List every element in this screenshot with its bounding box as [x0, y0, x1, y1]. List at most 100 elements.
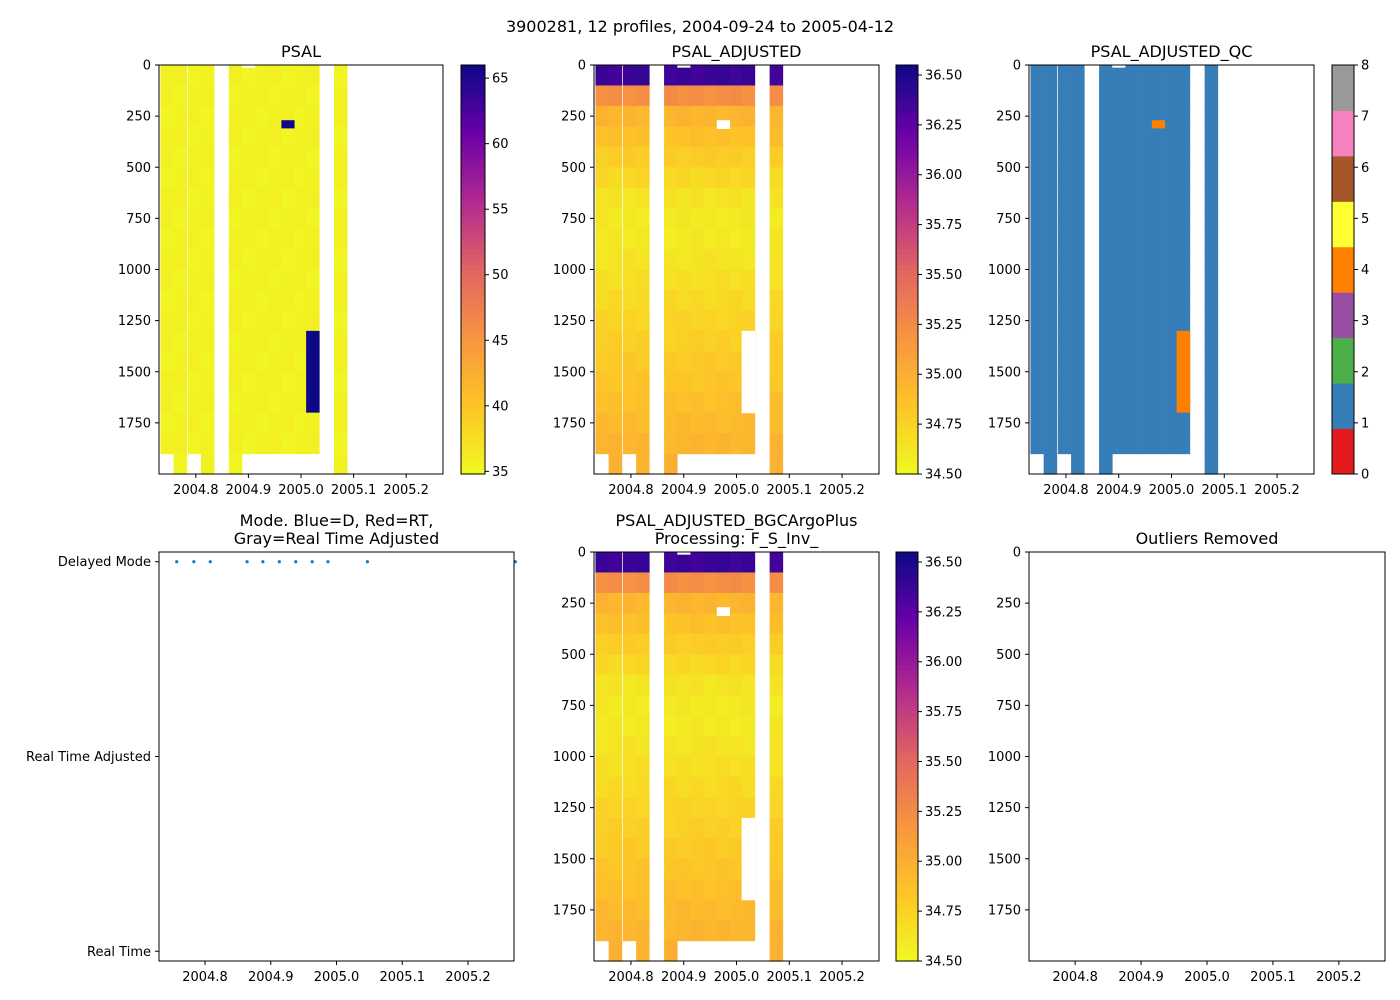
colorbar-segment: [461, 402, 485, 409]
colorbar-segment: [896, 756, 918, 763]
heatmap-cell: [716, 838, 731, 860]
colorbar-segment: [896, 613, 918, 620]
heatmap-cell: [716, 695, 731, 717]
colorbar-segment: [896, 407, 918, 414]
colorbar-segment: [461, 136, 485, 143]
heatmap-cell: [255, 412, 269, 434]
colorbar-segment: [896, 807, 918, 814]
heatmap-cell: [1204, 85, 1219, 107]
heatmap-cell: [608, 817, 623, 839]
heatmap-cell: [595, 167, 609, 189]
mode-point: [245, 560, 249, 564]
heatmap-cell: [1151, 228, 1166, 250]
heatmap-cell: [1125, 187, 1139, 209]
heatmap-cell: [1204, 269, 1219, 291]
heatmap-cell: [306, 412, 320, 434]
colorbar-swatch: [1332, 383, 1354, 430]
heatmap-cell: [173, 85, 188, 107]
heatmap-cell: [255, 146, 269, 168]
heatmap-cell: [1138, 433, 1153, 455]
heatmap-cell: [187, 392, 202, 414]
heatmap-cell: [1030, 146, 1044, 168]
heatmap-cell: [200, 289, 215, 311]
heatmap-cell: [608, 797, 623, 819]
colorbar-segment: [896, 433, 918, 439]
colorbar-segment: [461, 233, 485, 240]
figure-title: 3900281, 12 profiles, 2004-09-24 to 2005…: [506, 17, 894, 36]
y-tick-label: 1000: [553, 263, 586, 278]
colorbar-segment: [461, 422, 485, 429]
heatmap-cell: [703, 167, 718, 189]
heatmap-cell: [241, 310, 256, 332]
heatmap-cell: [1165, 433, 1179, 455]
heatmap-cell: [334, 126, 348, 148]
heatmap-cell: [741, 572, 756, 594]
y-tick-label: 1500: [988, 852, 1021, 867]
heatmap-cell: [187, 126, 202, 148]
heatmap-cell: [1043, 289, 1058, 311]
colorbar-segment: [461, 116, 485, 122]
heatmap-cell: [608, 756, 623, 778]
colorbar-segment: [896, 284, 918, 291]
colorbar-segment: [896, 131, 918, 138]
heatmap-cell: [173, 105, 188, 127]
colorbar-segment: [461, 121, 485, 127]
y-tick-label: 1250: [988, 801, 1021, 816]
colorbar-segment: [896, 351, 918, 358]
heatmap-cell: [281, 249, 295, 271]
heatmap-cell: [1071, 412, 1085, 434]
heatmap-cell: [703, 736, 718, 758]
heatmap-cell: [228, 371, 243, 393]
heatmap-cell: [1030, 126, 1044, 148]
colorbar-segment: [461, 105, 485, 112]
heatmap-cell: [769, 695, 784, 717]
heatmap-cell: [1151, 126, 1166, 148]
heatmap-cell: [636, 249, 650, 271]
heatmap-cell: [1071, 208, 1085, 230]
heatmap-cell: [1204, 146, 1219, 168]
colorbar-segment: [461, 213, 485, 219]
heatmap-cell: [690, 776, 704, 798]
heatmap-cell: [703, 756, 718, 778]
colorbar-segment: [461, 463, 485, 470]
y-tick-label: 1500: [553, 852, 586, 867]
colorbar-segment: [896, 945, 918, 952]
colorbar-segment: [461, 392, 485, 398]
heatmap-cell: [703, 146, 718, 168]
missing-cell: [677, 552, 691, 555]
heatmap-cell: [1138, 289, 1153, 311]
heatmap-cell: [608, 879, 623, 901]
heatmap-cell: [690, 715, 704, 737]
colorbar-swatch: [1332, 337, 1354, 384]
heatmap-cell: [690, 920, 704, 942]
heatmap-cell: [690, 858, 704, 880]
colorbar-segment: [896, 335, 918, 342]
colorbar-segment: [461, 330, 485, 337]
heatmap-cell: [595, 126, 609, 148]
heatmap-cell: [306, 187, 320, 209]
heatmap-cell: [173, 146, 188, 168]
heatmap-cell: [690, 167, 704, 189]
colorbar-tick-label: 40: [492, 399, 509, 414]
heatmap-cell: [200, 249, 215, 271]
heatmap-cell: [1099, 392, 1113, 414]
heatmap-cell: [608, 715, 623, 737]
colorbar-segment: [896, 695, 918, 701]
heatmap-cell: [1030, 85, 1044, 107]
colorbar-segment: [896, 914, 918, 921]
heatmap-cell: [664, 85, 678, 107]
y-tick-label: 1500: [118, 365, 151, 380]
heatmap-cell: [730, 838, 744, 860]
heatmap-cell: [636, 269, 650, 291]
heatmap-cell: [769, 552, 784, 574]
colorbar-segment: [461, 259, 485, 265]
heatmap-cell: [200, 228, 215, 250]
heatmap-cell: [703, 552, 718, 574]
colorbar-tick-label: 35: [492, 465, 509, 480]
heatmap-cell: [741, 592, 756, 614]
heatmap-cell: [622, 433, 637, 455]
panel-title-line: PSAL_ADJUSTED_BGCArgoPlus: [615, 511, 857, 531]
colorbar-segment: [461, 254, 485, 260]
colorbar-segment: [896, 761, 918, 768]
heatmap-cell: [716, 126, 731, 148]
